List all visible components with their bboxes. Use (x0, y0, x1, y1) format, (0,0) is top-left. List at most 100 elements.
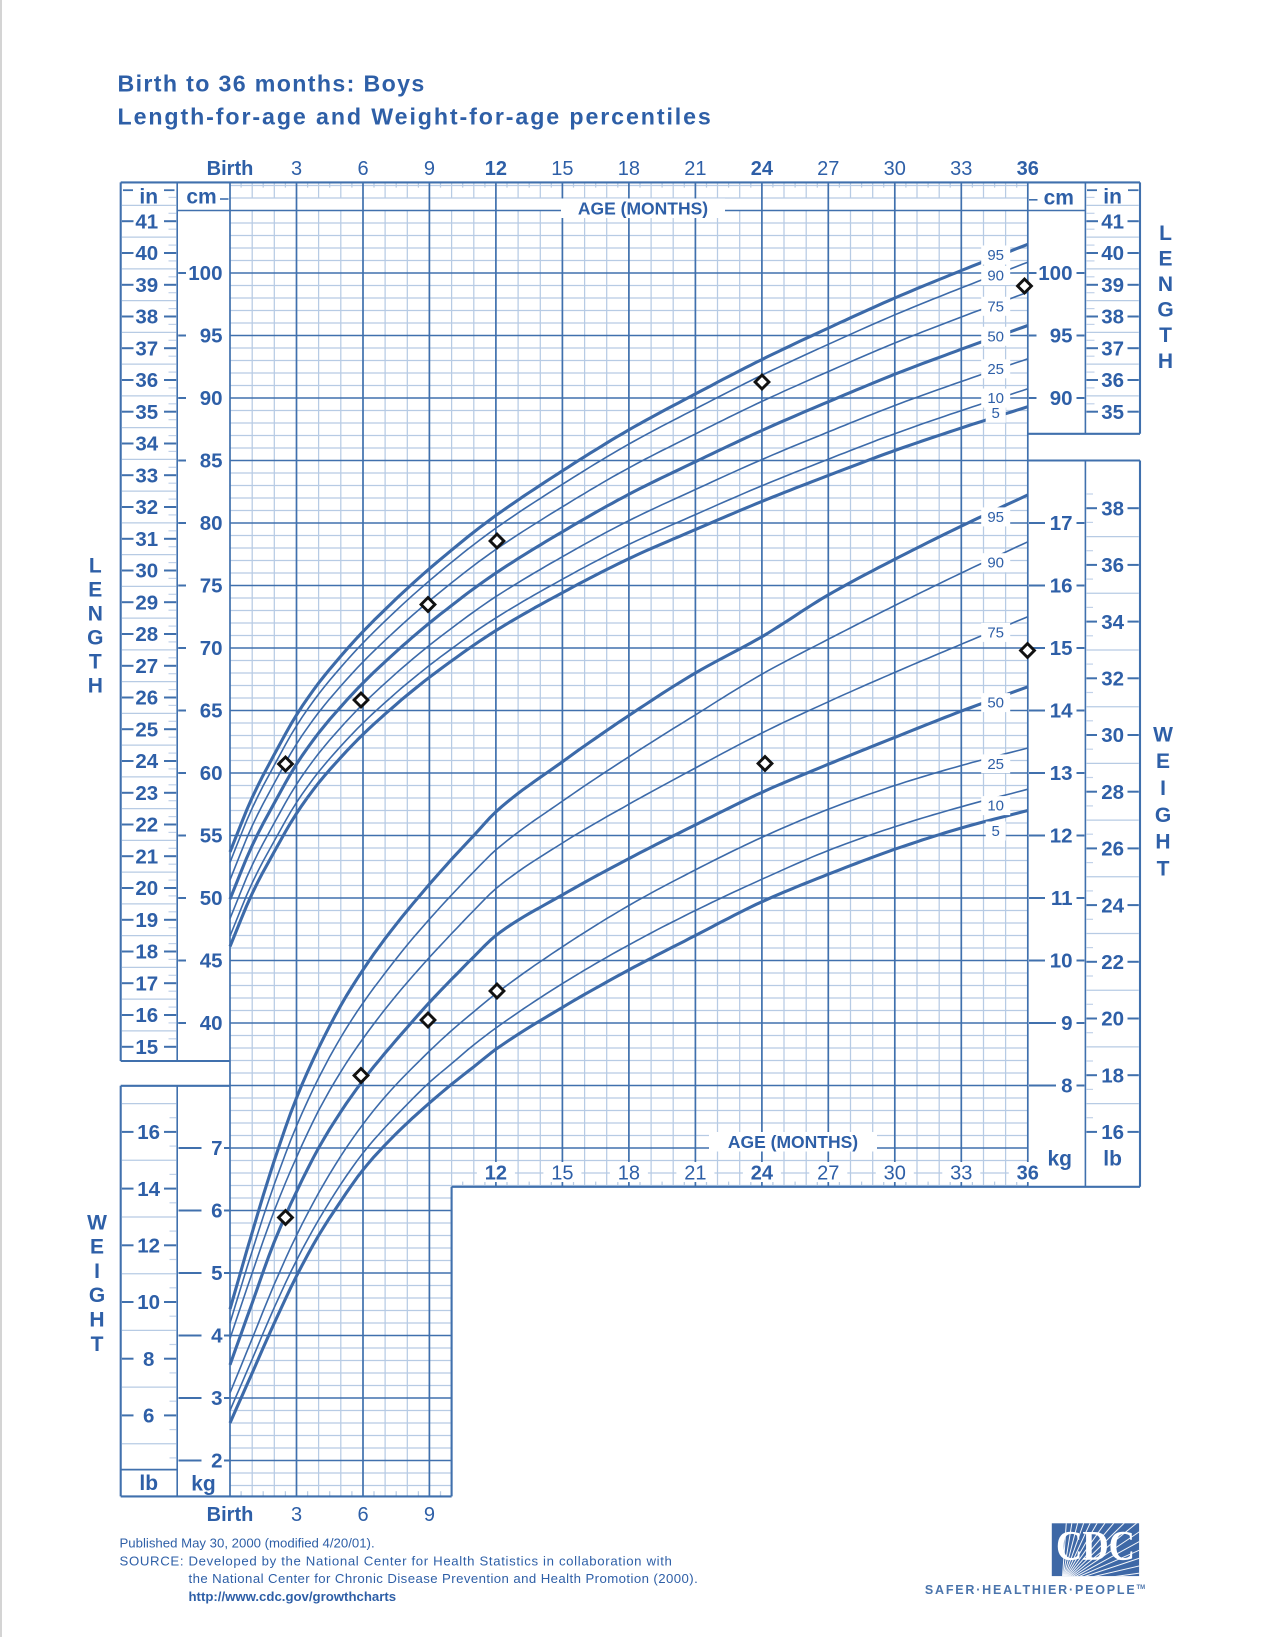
svg-text:6: 6 (211, 1200, 222, 1223)
svg-text:T: T (91, 1333, 104, 1356)
svg-text:36: 36 (1017, 1163, 1039, 1185)
svg-text:37: 37 (135, 337, 158, 360)
svg-text:14: 14 (1050, 700, 1073, 723)
svg-text:H: H (1155, 831, 1170, 854)
svg-text:50: 50 (987, 328, 1004, 345)
svg-text:W: W (87, 1211, 107, 1234)
svg-text:30: 30 (1101, 724, 1124, 747)
svg-text:G: G (1157, 299, 1173, 322)
svg-text:40: 40 (135, 242, 158, 265)
svg-text:in: in (139, 185, 158, 208)
svg-text:E: E (1156, 750, 1170, 773)
svg-text:95: 95 (200, 325, 223, 348)
svg-text:18: 18 (618, 158, 640, 180)
svg-text:75: 75 (987, 298, 1004, 315)
svg-text:85: 85 (200, 450, 223, 473)
svg-text:SOURCE: Developed by the Natio: SOURCE: Developed by the National Center… (120, 1553, 673, 1568)
svg-text:21: 21 (684, 158, 706, 180)
svg-text:12: 12 (485, 158, 507, 180)
svg-text:75: 75 (987, 624, 1004, 641)
svg-text:18: 18 (618, 1163, 640, 1185)
svg-text:21: 21 (135, 846, 158, 869)
svg-text:cm: cm (1044, 186, 1074, 209)
svg-text:E: E (90, 1236, 104, 1259)
svg-text:3: 3 (291, 158, 302, 180)
svg-text:37: 37 (1101, 337, 1124, 360)
svg-text:W: W (1153, 723, 1173, 746)
svg-text:10: 10 (987, 798, 1004, 815)
svg-text:19: 19 (135, 909, 158, 932)
svg-text:100: 100 (1038, 262, 1072, 285)
svg-text:26: 26 (1101, 838, 1124, 861)
svg-text:H: H (89, 1309, 104, 1332)
svg-text:28: 28 (1101, 781, 1124, 804)
svg-text:10: 10 (987, 390, 1004, 407)
svg-text:G: G (1155, 804, 1171, 827)
svg-text:13: 13 (1050, 762, 1073, 785)
svg-text:38: 38 (1101, 497, 1124, 520)
svg-text:lb: lb (139, 1472, 158, 1495)
svg-text:16: 16 (1050, 575, 1073, 598)
svg-text:CDC: CDC (1056, 1524, 1135, 1570)
svg-text:41: 41 (135, 210, 158, 233)
svg-text:E: E (88, 579, 102, 602)
svg-text:50: 50 (200, 887, 223, 910)
svg-text:25: 25 (987, 756, 1004, 773)
svg-text:60: 60 (200, 762, 223, 785)
svg-text:36: 36 (135, 369, 158, 392)
svg-text:30: 30 (884, 158, 906, 180)
svg-text:12: 12 (1050, 825, 1073, 848)
svg-text:41: 41 (1101, 210, 1124, 233)
svg-text:40: 40 (200, 1012, 223, 1035)
svg-text:32: 32 (1101, 668, 1124, 691)
svg-text:H: H (88, 675, 103, 698)
svg-text:9: 9 (424, 1504, 435, 1526)
svg-text:I: I (94, 1260, 100, 1283)
svg-text:27: 27 (817, 158, 839, 180)
svg-text:Birth to 36 months: Boys: Birth to 36 months: Boys (118, 71, 426, 97)
svg-text:14: 14 (137, 1178, 160, 1201)
svg-text:10: 10 (137, 1291, 160, 1314)
svg-text:27: 27 (135, 655, 158, 678)
svg-text:36: 36 (1101, 369, 1124, 392)
svg-text:33: 33 (950, 158, 972, 180)
svg-text:100: 100 (188, 262, 222, 285)
svg-text:22: 22 (135, 814, 158, 837)
svg-text:31: 31 (135, 528, 158, 551)
svg-text:15: 15 (551, 158, 573, 180)
svg-text:26: 26 (135, 687, 158, 710)
svg-text:34: 34 (135, 433, 158, 456)
svg-text:55: 55 (200, 825, 223, 848)
svg-text:kg: kg (1047, 1148, 1072, 1171)
svg-text:18: 18 (1101, 1064, 1124, 1087)
svg-text:G: G (87, 627, 103, 650)
svg-text:Birth: Birth (207, 1504, 254, 1526)
svg-text:65: 65 (200, 700, 223, 723)
svg-text:AGE (MONTHS): AGE (MONTHS) (728, 1132, 858, 1152)
svg-text:SAFER·HEALTHIER·PEOPLETM: SAFER·HEALTHIER·PEOPLETM (925, 1583, 1145, 1597)
svg-text:5: 5 (211, 1262, 222, 1285)
svg-text:50: 50 (987, 695, 1004, 712)
svg-text:18: 18 (135, 941, 158, 964)
svg-text:95: 95 (987, 247, 1004, 264)
svg-text:8: 8 (1061, 1075, 1072, 1098)
svg-text:http://www.cdc.gov/growthchart: http://www.cdc.gov/growthcharts (189, 1589, 397, 1604)
svg-text:20: 20 (135, 877, 158, 900)
svg-text:AGE (MONTHS): AGE (MONTHS) (578, 199, 708, 219)
svg-text:12: 12 (485, 1163, 507, 1185)
svg-text:17: 17 (1050, 512, 1073, 535)
svg-text:32: 32 (135, 496, 158, 519)
svg-text:16: 16 (135, 1004, 158, 1027)
svg-text:Published May 30, 2000 (modifi: Published May 30, 2000 (modified 4/20/01… (120, 1536, 375, 1551)
svg-text:75: 75 (200, 575, 223, 598)
svg-text:25: 25 (135, 719, 158, 742)
svg-text:15: 15 (551, 1163, 573, 1185)
svg-text:9: 9 (1061, 1012, 1072, 1035)
svg-text:Length-for-age and Weight-for-: Length-for-age and Weight-for-age percen… (118, 104, 713, 130)
svg-text:39: 39 (135, 274, 158, 297)
svg-text:38: 38 (135, 306, 158, 329)
svg-text:T: T (1159, 324, 1172, 347)
svg-text:L: L (1159, 222, 1172, 245)
svg-text:80: 80 (200, 512, 223, 535)
svg-text:15: 15 (1050, 637, 1073, 660)
